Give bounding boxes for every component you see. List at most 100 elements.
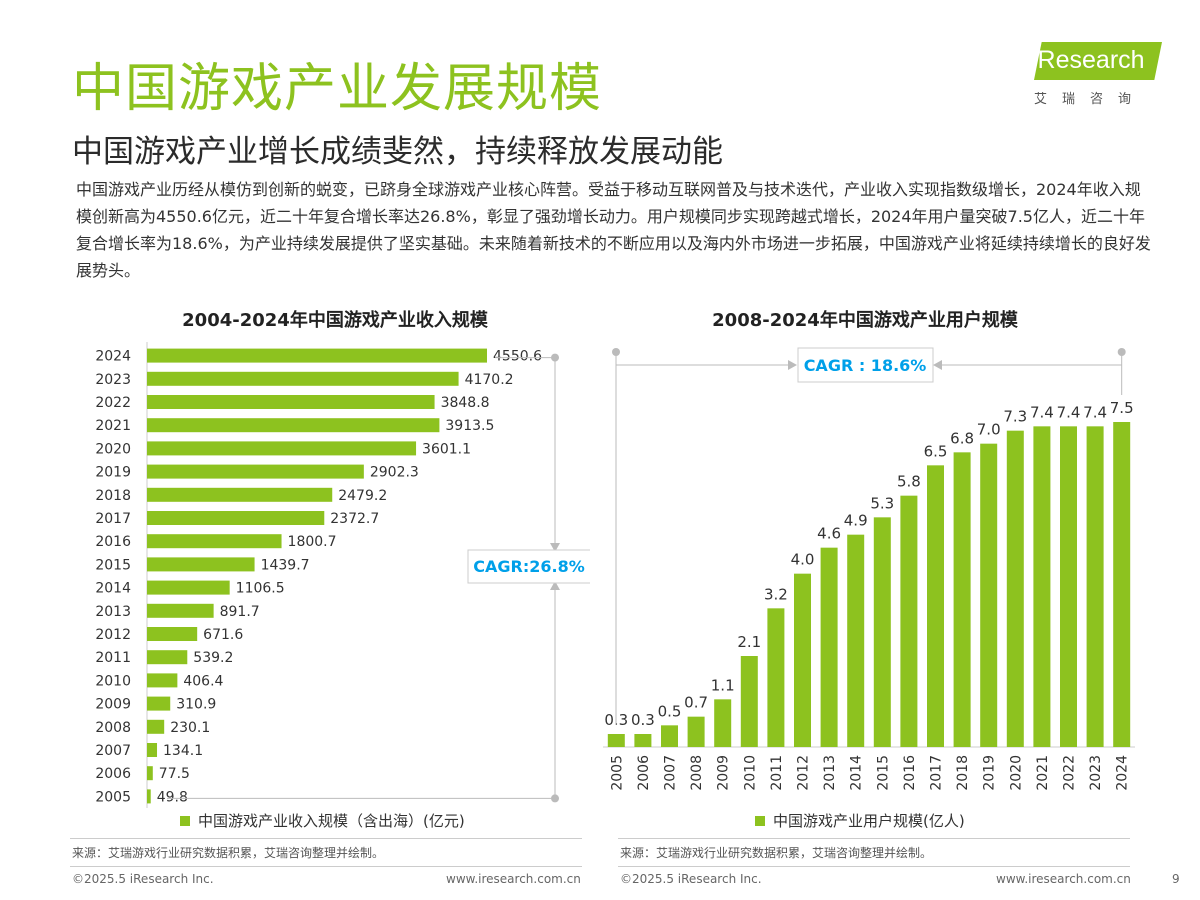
bar (980, 443, 998, 747)
tick-label: 2010 (95, 673, 131, 689)
bar (147, 348, 487, 363)
data-label: 4550.6 (493, 349, 542, 365)
tick-label: 2018 (955, 755, 971, 791)
tick-label: 2016 (902, 755, 918, 791)
tick-label: 2006 (95, 766, 131, 782)
data-label: 5.3 (870, 494, 894, 512)
data-label: 0.3 (631, 711, 655, 729)
bar (1113, 422, 1131, 747)
data-label: 3848.8 (441, 395, 490, 411)
data-label: 671.6 (203, 627, 243, 643)
data-label: 7.3 (1003, 408, 1027, 426)
data-label: 7.4 (1030, 403, 1054, 421)
tick-label: 2017 (929, 755, 945, 791)
legend-swatch (180, 815, 190, 826)
tick-label: 2017 (95, 511, 131, 527)
bracket-dot (551, 353, 559, 362)
bar (147, 743, 158, 757)
footer-divider-left (70, 866, 582, 867)
tick-label: 2005 (95, 789, 131, 805)
bar (147, 511, 325, 525)
tick-label: 2022 (95, 395, 131, 411)
tick-label: 2009 (95, 697, 131, 713)
bracket-dot (551, 794, 559, 803)
data-label: 2479.2 (338, 488, 387, 504)
tick-label: 2023 (95, 372, 131, 388)
revenue-bar-chart: 2024 4550.6 2023 4170.2 2022 3848.8 2021 3913.5… (95, 342, 590, 808)
users-legend-label: 中国游戏产业用户规模(亿人) (773, 812, 965, 830)
cagr-label: CAGR:26.8% (473, 557, 584, 576)
bar (1086, 426, 1104, 747)
tick-label: 2006 (636, 755, 652, 791)
tick-label: 2015 (95, 557, 131, 573)
bracket-arrow (550, 581, 560, 590)
data-label: 1.1 (711, 676, 735, 694)
bar (767, 608, 785, 747)
bracket-arrow (788, 360, 797, 370)
page-title: 中国游戏产业发展规模 (72, 59, 603, 119)
tick-label: 2012 (796, 755, 812, 791)
tick-label: 2016 (95, 534, 131, 550)
data-label: 4.0 (791, 551, 815, 569)
bar (927, 465, 944, 747)
users-chart-title: 2008-2024年中国游戏产业用户规模 (712, 310, 1018, 331)
website-link-right[interactable]: www.iresearch.com.cn (996, 872, 1131, 886)
bar (847, 534, 865, 747)
tick-label: 2018 (95, 488, 131, 504)
bar (147, 487, 333, 502)
logo-cn-text: 艾瑞咨询 (1034, 92, 1147, 107)
cagr-box (797, 347, 934, 383)
data-label: 7.0 (977, 421, 1001, 439)
bar (147, 418, 440, 433)
tick-label: 2024 (95, 349, 131, 365)
data-label: 6.5 (924, 442, 948, 460)
cagr-label: CAGR : 18.6% (804, 356, 927, 375)
bar (820, 547, 838, 747)
data-label: 0.5 (658, 702, 682, 720)
tick-label: 2011 (95, 650, 131, 666)
tick-label: 2010 (742, 755, 758, 791)
data-label: 230.1 (170, 720, 210, 736)
page-number: 9 (1172, 872, 1180, 886)
bar (1006, 430, 1024, 747)
bar (1060, 426, 1077, 747)
tick-label: 2024 (1115, 755, 1131, 791)
data-label: 1106.5 (236, 581, 285, 597)
bar (147, 534, 282, 549)
bar (714, 699, 732, 747)
divider-right (618, 838, 1130, 839)
website-link-left[interactable]: www.iresearch.com.cn (446, 872, 581, 886)
tick-label: 2014 (95, 581, 131, 597)
bar (147, 395, 435, 409)
tick-label: 2019 (95, 465, 131, 481)
logo-text: iResearch (1032, 46, 1145, 74)
bar (1033, 426, 1051, 747)
data-label: 4.6 (817, 525, 841, 543)
data-label: 891.7 (220, 604, 260, 620)
data-label: 3.2 (764, 585, 788, 603)
revenue-chart-title: 2004-2024年中国游戏产业收入规模 (182, 310, 488, 331)
data-label: 77.5 (159, 766, 190, 782)
legend-swatch (755, 815, 765, 826)
data-label: 3913.5 (445, 418, 494, 434)
data-label: 49.8 (157, 789, 188, 805)
bar (607, 734, 625, 747)
users-bar-chart: 0.320050.320060.520070.720081.120092.120… (603, 347, 1135, 791)
source-note-left: 来源：艾瑞游戏行业研究数据积累，艾瑞咨询整理并绘制。 (72, 846, 385, 860)
bracket-arrow (933, 360, 942, 370)
bar (953, 452, 971, 747)
bar (147, 441, 417, 456)
tick-label: 2019 (982, 755, 998, 791)
data-label: 406.4 (183, 673, 223, 689)
data-label: 7.5 (1110, 399, 1134, 417)
bar (794, 573, 811, 747)
cagr-box (467, 549, 590, 584)
bar (740, 656, 758, 747)
data-label: 1800.7 (288, 534, 337, 550)
tick-label: 2011 (769, 755, 785, 791)
bar (147, 603, 214, 618)
tick-label: 2015 (875, 755, 891, 791)
bar (873, 517, 891, 747)
revenue-legend: 中国游戏产业收入规模（含出海）(亿元) (180, 810, 465, 831)
data-label: 4.9 (844, 512, 868, 530)
